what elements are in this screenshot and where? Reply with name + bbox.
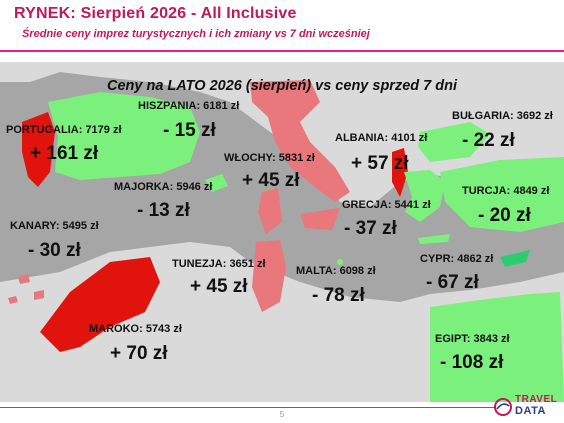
logo-text-data: DATA bbox=[515, 405, 546, 417]
label-hiszpania: HISZPANIA: 6181 zł bbox=[138, 100, 239, 112]
globe-icon bbox=[493, 397, 513, 417]
label-kanary: KANARY: 5495 zł bbox=[10, 220, 99, 232]
label-tunezja: TUNEZJA: 3651 zł bbox=[172, 258, 266, 270]
sardynia-shape bbox=[258, 188, 282, 234]
label-egipt: EGIPT: 3843 zł bbox=[435, 333, 510, 345]
map-heading: Ceny na LATO 2026 (sierpień) vs ceny spr… bbox=[0, 78, 564, 94]
change-malta: - 78 zł bbox=[312, 285, 365, 307]
cypr-shape bbox=[500, 250, 530, 267]
label-grecja: GRECJA: 5441 zł bbox=[342, 199, 431, 211]
label-albania: ALBANIA: 4101 zł bbox=[335, 132, 427, 144]
change-cypr: - 67 zł bbox=[426, 272, 479, 294]
footer-divider bbox=[0, 407, 495, 408]
change-egipt: - 108 zł bbox=[440, 352, 503, 374]
kreta-shape bbox=[418, 234, 450, 244]
sycylia-shape bbox=[300, 208, 340, 230]
grecja-shape bbox=[404, 170, 445, 222]
label-majorka: MAJORKA: 5946 zł bbox=[114, 181, 212, 193]
change-maroko: + 70 zł bbox=[110, 343, 168, 365]
label-wlochy: WŁOCHY: 5831 zł bbox=[224, 152, 315, 164]
travel-data-logo: TRAVEL DATA bbox=[493, 393, 561, 421]
change-grecja: - 37 zł bbox=[344, 218, 397, 240]
change-majorka: - 13 zł bbox=[137, 200, 190, 222]
label-turcja: TURCJA: 4849 zł bbox=[462, 185, 549, 197]
change-turcja: - 20 zł bbox=[478, 205, 531, 227]
label-malta: MALTA: 6098 zł bbox=[296, 265, 376, 277]
label-maroko: MAROKO: 5743 zł bbox=[89, 323, 182, 335]
slide-subtitle: Średnie ceny imprez turystycznych i ich … bbox=[22, 28, 370, 40]
label-bulgaria: BUŁGARIA: 3692 zł bbox=[452, 110, 553, 122]
change-portugalia: + 161 zł bbox=[30, 143, 98, 165]
egipt-shape bbox=[430, 292, 564, 402]
change-hiszpania: - 15 zł bbox=[163, 120, 216, 142]
title-divider bbox=[0, 50, 564, 52]
change-bulgaria: - 22 zł bbox=[462, 130, 515, 152]
change-tunezja: + 45 zł bbox=[190, 276, 248, 298]
label-portugalia: PORTUGALIA: 7179 zł bbox=[6, 124, 122, 136]
slide-title: RYNEK: Sierpień 2026 - All Inclusive bbox=[14, 5, 297, 23]
change-kanary: - 30 zł bbox=[28, 240, 81, 262]
logo-text-travel: TRAVEL bbox=[515, 394, 557, 405]
change-wlochy: + 45 zł bbox=[242, 170, 300, 192]
change-albania: + 57 zł bbox=[351, 153, 409, 175]
page-number: 5 bbox=[0, 410, 564, 419]
label-cypr: CYPR: 4862 zł bbox=[420, 253, 493, 265]
